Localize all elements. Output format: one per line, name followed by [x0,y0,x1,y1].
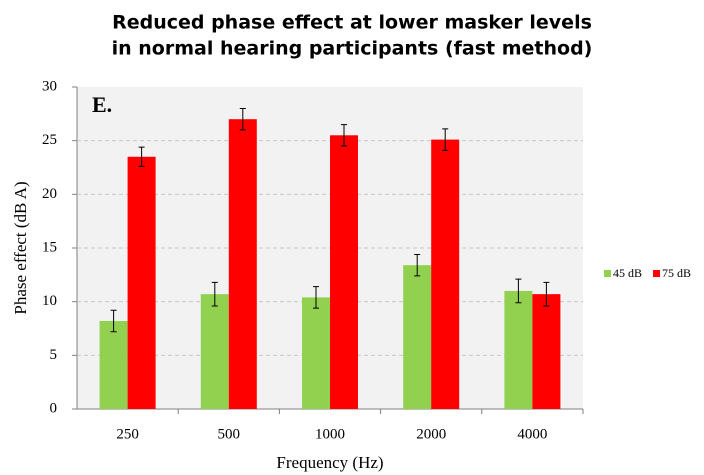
y-tick-label: 25 [42,132,57,148]
bar [431,139,460,410]
x-tick-label: 1000 [315,426,345,442]
legend-label: 45 dB [613,266,642,280]
bar [228,119,257,409]
y-tick-label: 30 [42,78,57,94]
x-tick-label: 250 [116,426,139,442]
x-tick-label: 4000 [517,426,547,442]
y-tick-label: 15 [42,239,57,255]
bar [532,294,561,409]
y-tick-label: 10 [42,293,57,309]
error-bar [211,281,218,307]
error-bar [138,146,145,167]
legend-swatch [653,270,661,277]
y-tick-label: 20 [42,186,57,202]
error-bar [110,309,117,333]
bar [302,297,330,409]
x-tick-label: 500 [218,426,241,442]
bar [504,290,533,409]
error-bar [239,107,246,131]
bar [99,320,128,409]
bar [127,156,156,409]
bar [330,135,358,410]
error-bar [313,286,319,309]
y-tick-label: 5 [50,347,58,363]
panel-label: E. [92,92,112,117]
bar [200,294,229,409]
legend-swatch [604,270,611,277]
error-bar [341,124,347,147]
error-bar [515,278,522,304]
error-bar [543,281,550,307]
legend-label: 75 dB [662,266,691,280]
y-axis-label: Phase effect (dB A) [11,181,30,314]
x-axis-label: Frequency (Hz) [276,453,383,472]
x-tick-label: 2000 [416,426,446,442]
y-tick-label: 0 [50,400,58,416]
error-bar [442,128,449,151]
error-bar [414,253,421,277]
chart-title: Reduced phase effect at lower masker lev… [112,12,592,34]
chart-title: in normal hearing participants (fast met… [112,38,593,60]
bar [403,265,432,409]
